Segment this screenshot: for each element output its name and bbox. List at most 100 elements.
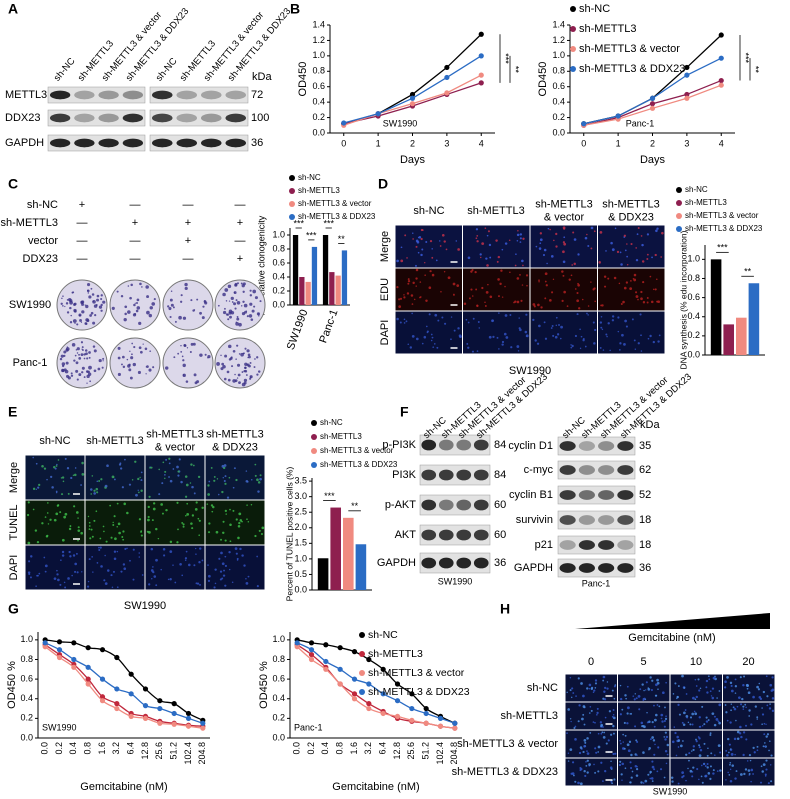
cell-dot: [553, 239, 555, 242]
cell-dot: [729, 768, 732, 771]
row-label: sh-METTL3 & vector: [457, 738, 558, 750]
cell-dot: [467, 321, 470, 324]
cell-dot: [436, 346, 439, 349]
cell-dot: [730, 703, 733, 705]
cell-dot: [743, 772, 746, 776]
x-axis-title: Gemcitabine (nM): [80, 781, 167, 793]
sig-label: ***: [717, 243, 728, 253]
cell-dot: [261, 526, 265, 530]
cell-dot: [584, 345, 587, 348]
blot-strip: [557, 535, 636, 555]
cell-dot: [421, 342, 424, 345]
cell-dot: [618, 349, 621, 351]
colony: [138, 346, 142, 350]
cell-dot: [662, 691, 665, 695]
colony: [88, 356, 91, 359]
cell-dot: [471, 295, 474, 297]
cell-dot: [655, 229, 658, 233]
cell-dot: [112, 570, 115, 573]
cell-dot: [207, 484, 210, 487]
cell-dot: [555, 245, 558, 248]
kda-value: 52: [639, 489, 651, 501]
cell-dot: [728, 774, 731, 776]
data-point: [684, 64, 690, 71]
cell-dot: [517, 230, 519, 232]
cell-dot: [629, 781, 631, 784]
cell-dot: [633, 278, 637, 282]
cell-dot: [634, 693, 637, 695]
cell-dot: [61, 476, 65, 479]
cell-dot: [138, 552, 141, 554]
cell-dot: [649, 275, 652, 278]
cell-dot: [68, 527, 72, 531]
legend-marker: [570, 26, 576, 32]
cell-dot: [441, 234, 445, 237]
cell-dot: [134, 460, 137, 463]
x-tick-label: 51.2: [421, 742, 431, 760]
cell-dot: [654, 718, 657, 722]
cell-dot: [122, 538, 125, 541]
lane-label: sh-NC: [154, 56, 180, 84]
data-point: [99, 647, 106, 653]
cell-dot: [104, 554, 106, 557]
cell-dot: [224, 584, 227, 587]
cell-dot: [219, 570, 223, 573]
colony: [170, 290, 173, 292]
blot-band: [49, 113, 71, 123]
cell-dot: [237, 524, 241, 528]
cell-dot: [651, 760, 654, 763]
data-point: [323, 666, 329, 672]
cell-dot: [620, 697, 623, 701]
cell-dot: [599, 231, 603, 234]
cell-dot: [81, 473, 85, 476]
cell-dot: [113, 557, 117, 561]
bar: [355, 544, 367, 590]
cell-dot: [104, 484, 108, 488]
treatment-mark: —: [130, 235, 141, 247]
row-label: p-PI3K: [382, 439, 416, 451]
micrograph: [597, 310, 666, 355]
cell-dot: [228, 550, 231, 554]
cell-dot: [712, 676, 716, 680]
series-line: [343, 33, 482, 125]
cell-dot: [635, 295, 639, 298]
colony: [244, 366, 247, 370]
colony: [236, 363, 241, 367]
data-point: [56, 654, 63, 661]
panel-label: F: [400, 404, 409, 420]
cell-dot: [705, 716, 708, 719]
bar: [330, 507, 341, 590]
cell-dot: [622, 733, 624, 736]
cell-dot: [434, 313, 438, 317]
cell-dot: [600, 315, 603, 318]
blot-band: [617, 490, 634, 500]
cell-dot: [30, 555, 33, 558]
cell-dot: [653, 768, 656, 771]
cell-dot: [475, 288, 478, 291]
cell-dot: [656, 300, 659, 303]
kda-value: 100: [251, 112, 269, 124]
cell-dot: [538, 324, 541, 328]
colony: [186, 347, 189, 349]
data-point: [649, 101, 656, 107]
blot-band: [200, 90, 222, 100]
colony: [86, 374, 90, 379]
cell-dot: [177, 470, 180, 473]
cell-dot: [709, 732, 712, 735]
blot-band: [456, 469, 472, 481]
colony: [131, 342, 134, 345]
cell-dot: [620, 302, 623, 305]
row-label: cyclin B1: [509, 489, 553, 501]
cell-dot: [126, 547, 128, 550]
cell-dot: [129, 559, 131, 562]
colony: [232, 349, 236, 353]
legend-marker: [570, 46, 576, 52]
data-point: [114, 705, 120, 712]
cell-dot: [617, 330, 620, 333]
cell-dot: [190, 463, 193, 466]
colony: [222, 364, 226, 369]
cell-dot: [664, 750, 668, 753]
colony: [174, 320, 177, 323]
panel-label: H: [500, 601, 510, 617]
colony: [167, 305, 170, 308]
